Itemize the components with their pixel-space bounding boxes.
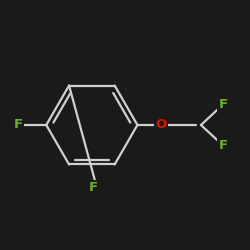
- Text: F: F: [218, 139, 228, 152]
- Text: F: F: [218, 98, 228, 111]
- Text: F: F: [14, 118, 23, 132]
- Text: F: F: [89, 181, 98, 194]
- Text: O: O: [155, 118, 166, 132]
